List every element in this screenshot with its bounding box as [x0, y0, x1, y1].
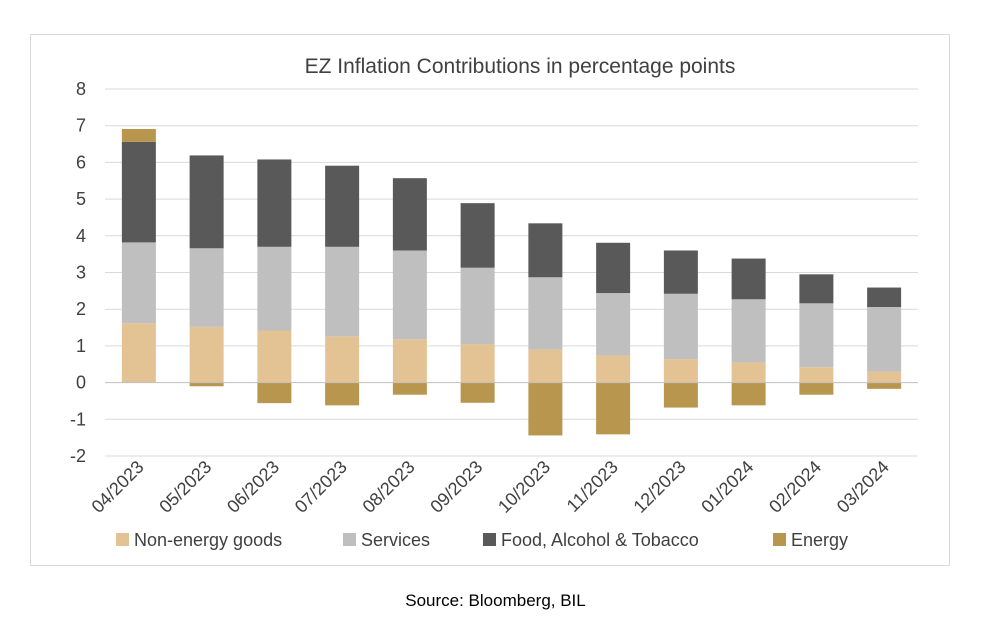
- bar-segment: [528, 277, 563, 350]
- legend: Non-energy goods Services Food, Alcohol & …: [116, 530, 848, 550]
- bar-segment: [596, 382, 631, 435]
- y-tick-label: 0: [76, 373, 86, 393]
- chart-frame: EZ Inflation Contributions in percentage…: [30, 34, 950, 566]
- bar-segment: [392, 178, 427, 251]
- bar-segment: [325, 165, 360, 247]
- legend-label: Non-energy goods: [134, 530, 282, 550]
- y-tick-label: 5: [76, 189, 86, 209]
- bar-segment: [731, 362, 766, 383]
- legend-item: Energy: [773, 530, 848, 550]
- bar-segment: [867, 287, 902, 307]
- bar-segment: [731, 258, 766, 300]
- bar-segment: [189, 382, 224, 387]
- bar-segment: [189, 326, 224, 383]
- bar-segment: [799, 303, 834, 368]
- legend-item: Food, Alcohol & Tobacco: [483, 530, 699, 550]
- bar-segment: [867, 382, 902, 389]
- bar-segment: [528, 223, 563, 278]
- bar-segment: [867, 371, 902, 383]
- x-tick-label: 04/2023: [88, 457, 148, 517]
- x-tick-label: 01/2024: [697, 457, 757, 517]
- x-tick-label: 06/2023: [223, 457, 283, 517]
- y-tick-label: 7: [76, 116, 86, 136]
- chart: EZ Inflation Contributions in percentage…: [70, 55, 918, 550]
- legend-swatch: [483, 533, 496, 546]
- legend-item: Non-energy goods: [116, 530, 282, 550]
- x-tick-label: 09/2023: [426, 457, 486, 517]
- bar-segment: [596, 293, 631, 356]
- bar-segment: [257, 159, 292, 247]
- bar-segment: [799, 367, 834, 383]
- y-tick-label: 8: [76, 79, 86, 99]
- bar-segment: [799, 274, 834, 304]
- bar-segment: [867, 306, 902, 372]
- bar-segment: [596, 242, 631, 294]
- y-axis-ticks: -2 -1 0 1 2 3 4 5 6 7 8: [70, 79, 86, 466]
- bars: [121, 129, 902, 436]
- bar-segment: [392, 339, 427, 383]
- bar-segment: [392, 250, 427, 340]
- y-tick-label: 1: [76, 336, 86, 356]
- chart-title: EZ Inflation Contributions in percentage…: [305, 55, 736, 78]
- x-tick-label: 05/2023: [155, 457, 215, 517]
- legend-swatch: [343, 533, 356, 546]
- x-tick-label: 07/2023: [291, 457, 351, 517]
- bar-segment: [663, 359, 698, 383]
- y-tick-label: 2: [76, 299, 86, 319]
- bar-segment: [257, 246, 292, 331]
- bar-segment: [325, 382, 360, 406]
- bar-segment: [528, 349, 563, 383]
- bar-segment: [663, 382, 698, 408]
- bar-segment: [325, 246, 360, 337]
- legend-item: Services: [343, 530, 430, 550]
- x-tick-label: 02/2024: [765, 457, 825, 517]
- bar-segment: [460, 203, 495, 268]
- x-tick-label: 03/2024: [833, 457, 893, 517]
- bar-segment: [596, 355, 631, 383]
- bar-segment: [731, 382, 766, 406]
- bar-segment: [189, 155, 224, 249]
- bar-segment: [121, 323, 156, 383]
- bar-segment: [663, 293, 698, 360]
- x-axis-ticks: 04/2023 05/2023 06/2023 07/2023 08/2023 09/20…: [88, 457, 893, 517]
- bar-segment: [325, 336, 360, 383]
- bar-segment: [121, 141, 156, 243]
- y-tick-label: 6: [76, 152, 86, 172]
- bar-segment: [460, 344, 495, 383]
- y-tick-label: -2: [70, 446, 86, 466]
- legend-swatch: [773, 533, 786, 546]
- bar-segment: [731, 299, 766, 363]
- legend-swatch: [116, 533, 129, 546]
- bar-segment: [460, 382, 495, 403]
- x-tick-label: 11/2023: [563, 457, 622, 516]
- y-tick-label: 4: [76, 226, 86, 246]
- bar-segment: [121, 242, 156, 324]
- bar-segment: [799, 382, 834, 395]
- bar-segment: [189, 248, 224, 327]
- legend-label: Energy: [791, 530, 848, 550]
- bar-segment: [257, 382, 292, 404]
- bar-segment: [663, 250, 698, 294]
- x-tick-label: 08/2023: [359, 457, 419, 517]
- bar-segment: [257, 330, 292, 383]
- bar-segment: [392, 382, 427, 395]
- gridlines: [105, 88, 918, 457]
- x-tick-label: 10/2023: [494, 457, 554, 517]
- source-note: Source: Bloomberg, BIL: [405, 591, 586, 610]
- y-tick-label: 3: [76, 263, 86, 283]
- legend-label: Food, Alcohol & Tobacco: [501, 530, 699, 550]
- bar-segment: [121, 129, 156, 142]
- bar-segment: [528, 382, 563, 436]
- y-tick-label: -1: [70, 409, 86, 429]
- bar-segment: [460, 267, 495, 345]
- x-tick-label: 12/2023: [630, 457, 690, 517]
- legend-label: Services: [361, 530, 430, 550]
